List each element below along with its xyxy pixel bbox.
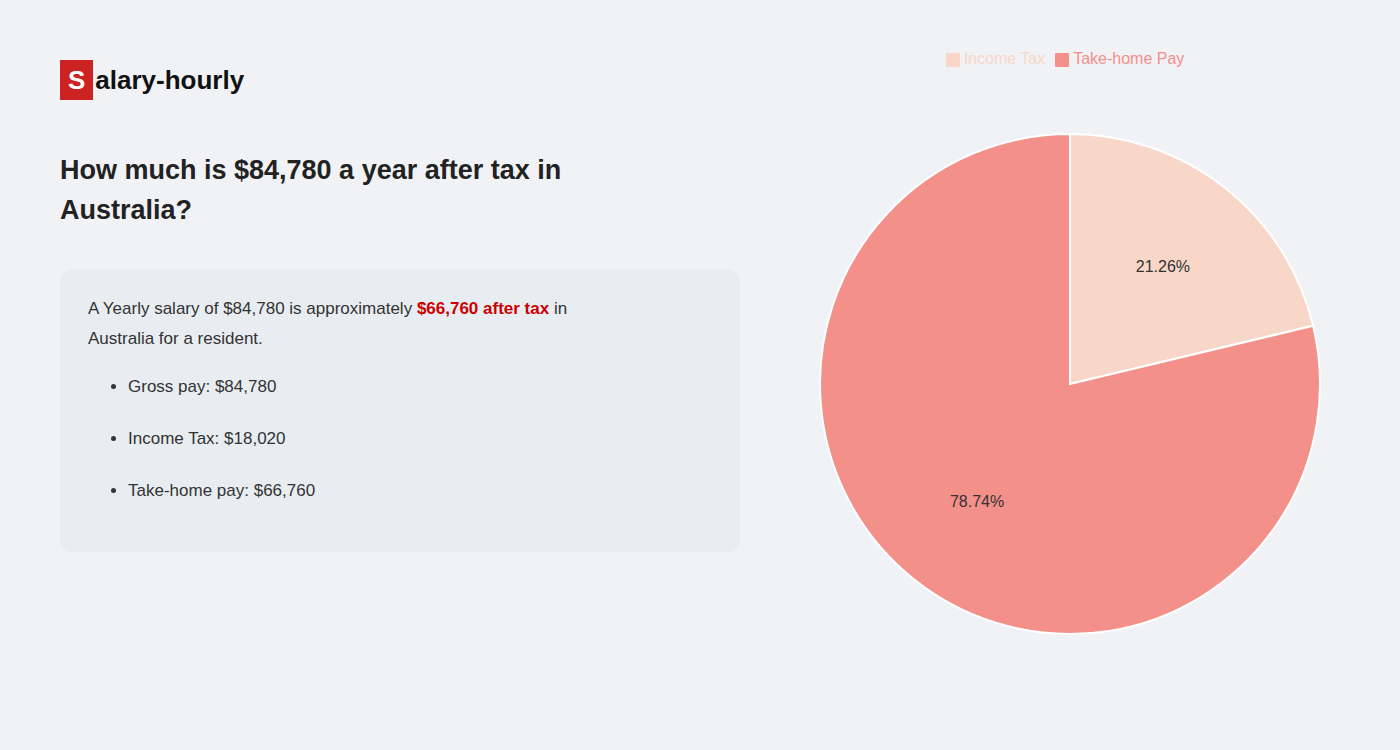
html-text:Take-home Pay: Take-home Pay	[1073, 50, 1185, 67]
html-text:How much is $84,780 a year aft: How much is $84,780 a year after tax in	[60, 155, 562, 185]
html-text:Income Tax: Income Tax	[963, 50, 1046, 67]
svg-text:78.74%: 78.74%	[950, 493, 1004, 510]
html-text:A Yearly salary of $84,780 is: A Yearly salary of $84,780 is approximat…	[88, 299, 568, 318]
html-text:Income Tax: $18,020: Income Tax: $18,020	[128, 429, 286, 448]
html-text:Australia?: Australia?	[60, 195, 192, 225]
html-text:Australia for a resident.: Australia for a resident.	[88, 329, 263, 348]
html-text:S alary-hourly: S alary-hourly	[68, 64, 245, 95]
html-text:Gross pay: $84,780: Gross pay: $84,780	[128, 377, 277, 396]
svg-text:21.26%: 21.26%	[1136, 258, 1190, 275]
html-text:Take-home pay: $66,760: Take-home pay: $66,760	[128, 481, 316, 500]
